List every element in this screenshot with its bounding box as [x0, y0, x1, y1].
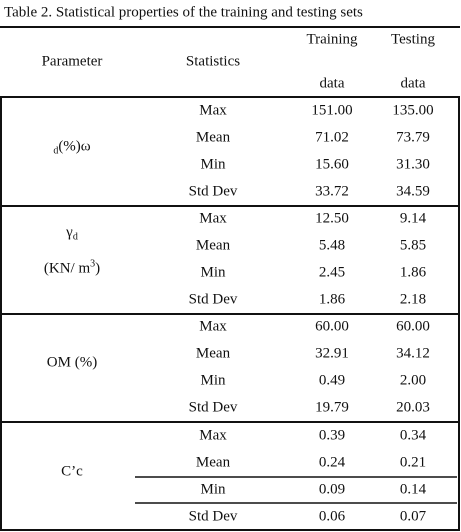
value-cell: 34.12	[396, 345, 430, 361]
statistic-cell: Min	[200, 481, 226, 497]
value-cell: 0.21	[400, 454, 426, 470]
value-cell: 2.45	[319, 264, 345, 280]
header-cell: Testing	[391, 31, 435, 47]
value-cell: 135.00	[392, 102, 433, 118]
value-cell: 1.86	[400, 264, 427, 280]
statistic-cell: Mean	[196, 345, 231, 361]
table-title: Table 2. Statistical properties of the t…	[4, 4, 363, 20]
statistic-cell: Mean	[196, 129, 231, 145]
parameter-part: )	[95, 261, 100, 277]
header-cell: Statistics	[186, 53, 240, 69]
statistic-cell: Std Dev	[189, 183, 238, 199]
value-cell: 33.72	[315, 183, 349, 199]
parameter-label: (KN/ m3)	[44, 259, 100, 277]
parameter-part: OM (%)	[47, 355, 97, 371]
value-cell: 0.07	[400, 508, 427, 524]
parameter-part: (KN/ m	[44, 261, 91, 277]
value-cell: 151.00	[311, 102, 352, 118]
parameter-part: γ	[65, 225, 73, 241]
value-cell: 1.86	[319, 291, 346, 307]
value-cell: 60.00	[396, 318, 430, 334]
value-cell: 2.00	[400, 372, 426, 388]
parameter-label: d(%)ω	[53, 139, 90, 157]
value-cell: 32.91	[315, 345, 349, 361]
value-cell: 0.24	[319, 454, 346, 470]
header-cell: data	[320, 75, 345, 91]
parameter-part: C’c	[61, 464, 83, 480]
statistic-cell: Max	[199, 318, 227, 334]
value-cell: 2.18	[400, 291, 426, 307]
value-cell: 60.00	[315, 318, 349, 334]
parameter-part: (%)ω	[58, 139, 90, 155]
parameter-label: C’c	[61, 464, 83, 480]
value-cell: 31.30	[396, 156, 430, 172]
statistic-cell: Min	[200, 372, 226, 388]
value-cell: 5.48	[319, 237, 345, 253]
statistic-cell: Min	[200, 156, 226, 172]
value-cell: 12.50	[315, 210, 349, 226]
value-cell: 0.09	[319, 481, 345, 497]
value-cell: 0.34	[400, 427, 427, 443]
statistic-cell: Mean	[196, 237, 231, 253]
statistic-cell: Max	[199, 102, 227, 118]
value-cell: 73.79	[396, 129, 430, 145]
statistic-cell: Std Dev	[189, 399, 238, 415]
statistic-cell: Std Dev	[189, 291, 238, 307]
value-cell: 0.06	[319, 508, 346, 524]
value-cell: 0.14	[400, 481, 427, 497]
value-cell: 34.59	[396, 183, 430, 199]
header-cell: Training	[306, 31, 358, 47]
parameter-part: 3	[90, 259, 95, 270]
value-cell: 9.14	[400, 210, 427, 226]
parameter-part: d	[53, 146, 58, 157]
header-cell: Parameter	[42, 53, 103, 69]
value-cell: 15.60	[315, 156, 349, 172]
value-cell: 5.85	[400, 237, 426, 253]
statistic-cell: Min	[200, 264, 226, 280]
statistic-cell: Max	[199, 210, 227, 226]
statistic-cell: Max	[199, 427, 227, 443]
parameter-label: γd	[65, 225, 78, 243]
value-cell: 0.39	[319, 427, 345, 443]
value-cell: 71.02	[315, 129, 349, 145]
parameter-label: OM (%)	[47, 355, 97, 371]
header-cell: data	[401, 75, 426, 91]
statistic-cell: Std Dev	[189, 508, 238, 524]
parameter-part: d	[73, 232, 78, 243]
statistic-cell: Mean	[196, 454, 231, 470]
value-cell: 0.49	[319, 372, 345, 388]
value-cell: 19.79	[315, 399, 349, 415]
value-cell: 20.03	[396, 399, 430, 415]
